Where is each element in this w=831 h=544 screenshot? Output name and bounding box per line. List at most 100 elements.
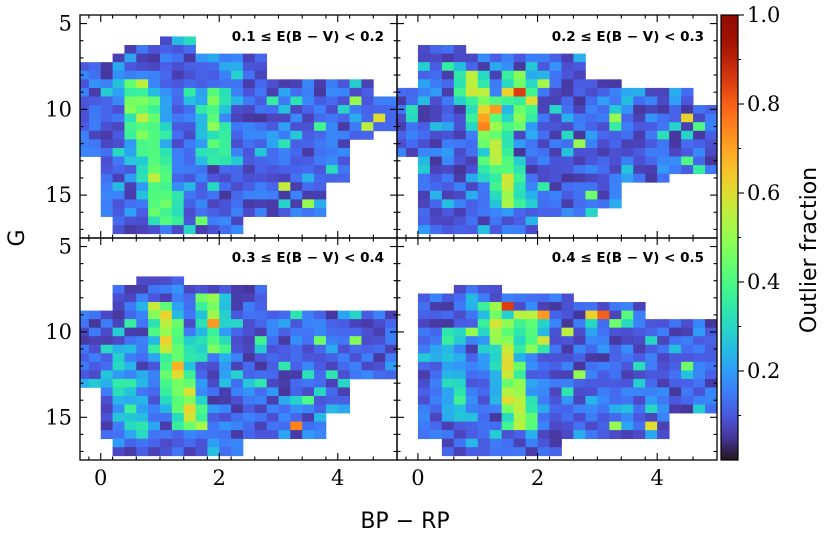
heatmap-cell (501, 96, 515, 106)
heatmap-cell (561, 130, 574, 140)
heatmap-cell (501, 216, 515, 226)
heatmap-cell (302, 370, 315, 380)
heatmap-cell (314, 370, 327, 380)
heatmap-cell (148, 147, 161, 157)
heatmap-cell (585, 165, 598, 175)
heatmap-cell (148, 199, 161, 209)
heatmap-cell (278, 319, 291, 329)
heatmap-cell (361, 327, 374, 337)
heatmap-cell (525, 156, 538, 166)
heatmap-cell (183, 447, 196, 457)
heatmap-cell (183, 165, 196, 175)
heatmap-cell (501, 122, 515, 132)
heatmap-cell (585, 105, 598, 115)
heatmap-cell (609, 105, 622, 115)
heatmap-cell (100, 70, 113, 80)
heatmap-cell (585, 79, 598, 89)
heatmap-cell (278, 87, 291, 97)
heatmap-cell (242, 182, 256, 192)
heatmap-cell (278, 147, 291, 157)
heatmap-cell (669, 96, 682, 106)
heatmap-cell (254, 199, 268, 209)
heatmap-cell (441, 165, 455, 175)
heatmap-cell (645, 353, 658, 363)
heatmap-cell (242, 62, 256, 72)
heatmap-cell (148, 413, 161, 422)
heatmap-cell (88, 79, 102, 89)
heatmap-cell (573, 319, 586, 329)
heatmap-cell (525, 113, 538, 123)
heatmap-cell (525, 378, 538, 388)
heatmap-cell (124, 96, 137, 106)
heatmap-cell (254, 310, 268, 320)
heatmap-cell (465, 199, 479, 209)
heatmap-cell (585, 319, 598, 329)
heatmap-cell (537, 87, 550, 97)
heatmap-cell (561, 353, 574, 363)
heatmap-cell (549, 413, 562, 422)
heatmap-cell (278, 113, 291, 123)
heatmap-cell (80, 336, 90, 346)
heatmap-cell (441, 421, 455, 431)
heatmap-cell (88, 70, 102, 80)
heatmap-cell (148, 378, 161, 388)
heatmap-cell (148, 105, 161, 115)
heatmap-cell (183, 353, 196, 363)
heatmap-cell (136, 438, 149, 448)
heatmap-cell (159, 413, 173, 422)
heatmap-cell (597, 310, 610, 320)
heatmap-cell (219, 199, 232, 209)
heatmap-cell (124, 404, 137, 414)
heatmap-cell (465, 413, 479, 422)
heatmap-cell (290, 413, 303, 422)
heatmap-cell (525, 225, 538, 235)
heatmap-cell (171, 395, 185, 405)
heatmap-cell (207, 413, 220, 422)
heatmap-cell (633, 302, 646, 311)
heatmap-cell (124, 130, 137, 140)
heatmap-cell (657, 130, 670, 140)
heatmap-cell (549, 302, 562, 311)
heatmap-cell (585, 370, 598, 380)
heatmap-cell (195, 113, 208, 123)
heatmap-cell (513, 447, 526, 457)
heatmap-cell (349, 327, 362, 337)
heatmap-cell (314, 421, 327, 431)
heatmap-cell (525, 344, 538, 354)
heatmap-cell (337, 370, 350, 380)
heatmap-cell (429, 395, 443, 405)
heatmap-cell (266, 370, 279, 380)
heatmap-cell (441, 113, 455, 123)
heatmap-cell (477, 165, 491, 175)
heatmap-cell (231, 165, 244, 175)
heatmap-cell (337, 105, 350, 115)
heatmap-cell (669, 165, 682, 175)
heatmap-cell (417, 45, 431, 54)
heatmap-cell (136, 216, 149, 226)
heatmap-cell (453, 421, 467, 431)
heatmap-cell (489, 336, 503, 346)
x-tick-label: 4 (331, 466, 344, 490)
heatmap-cell (124, 225, 137, 235)
heatmap-cell (171, 96, 185, 106)
heatmap-cell (159, 284, 173, 294)
heatmap-cell (159, 199, 173, 209)
heatmap-cell (573, 302, 586, 311)
heatmap-cell (693, 147, 706, 157)
heatmap-cell (278, 156, 291, 166)
heatmap-cell (219, 319, 232, 329)
heatmap-cell (207, 395, 220, 405)
heatmap-cell (183, 413, 196, 422)
heatmap-cell (489, 327, 503, 337)
heatmap-cell (302, 430, 315, 440)
heatmap-cell (477, 327, 491, 337)
heatmap-cell (183, 302, 196, 311)
heatmap-cell (477, 395, 491, 405)
heatmap-cell (501, 173, 515, 183)
heatmap-cell (207, 62, 220, 72)
heatmap-cell (231, 113, 244, 123)
heatmap-cell (148, 87, 161, 97)
heatmap-cell (573, 413, 586, 422)
heatmap-cell (171, 413, 185, 422)
heatmap-cell (489, 130, 503, 140)
